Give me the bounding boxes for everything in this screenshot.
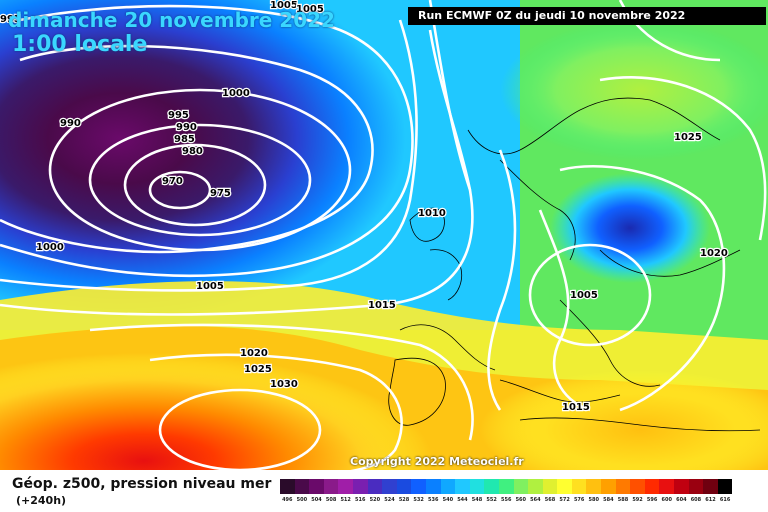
model-run-info: Run ECMWF 0Z du jeudi 10 novembre 2022: [408, 7, 766, 25]
scale-swatch: [717, 479, 733, 494]
scale-value: 532: [413, 497, 424, 503]
scale-value: 528: [398, 497, 410, 503]
scale-swatch: [323, 479, 339, 494]
scale-value: 504: [311, 497, 322, 503]
scale-swatch: [469, 479, 485, 494]
scale-swatch: [280, 479, 295, 494]
coastlines: [388, 97, 761, 432]
legend-title: Géop. z500, pression niveau mer: [12, 476, 272, 492]
isobar-label: 1030: [270, 379, 298, 390]
scale-swatch: [352, 479, 368, 494]
scale-value: 496: [282, 497, 293, 503]
scale-value: 608: [690, 497, 702, 503]
scale-swatch: [513, 479, 529, 494]
isobar-label: 970: [162, 176, 183, 187]
forecast-time-title: 1:00 locale: [12, 32, 148, 57]
copyright-notice: Copyright 2022 Meteociel.fr: [350, 455, 524, 468]
isobar-label: 1000: [222, 88, 250, 99]
isobar-label: 1000: [36, 242, 64, 253]
isobar-label: 1005: [296, 4, 324, 15]
scale-value: 584: [603, 497, 614, 503]
scale-value: 572: [559, 497, 570, 503]
scale-swatch: [703, 479, 718, 494]
scale-swatch: [528, 479, 543, 494]
isobar-label: 995: [0, 14, 21, 25]
scale-value: 544: [457, 497, 468, 503]
isobar-label: 1025: [674, 132, 702, 143]
scale-swatch: [294, 479, 310, 494]
isobar-label: 975: [210, 188, 231, 199]
scale-swatch: [659, 479, 675, 494]
scale-value: 524: [384, 497, 395, 503]
scale-swatch: [542, 479, 558, 494]
color-scale: [280, 479, 733, 494]
scale-swatch: [382, 479, 397, 494]
scale-swatch: [674, 479, 689, 494]
scale-value: 580: [588, 497, 599, 503]
color-scale-labels: 496 500 504 508 512 516 520 524 528 532 536 540 544 5…: [280, 497, 732, 503]
scale-swatch: [586, 479, 602, 494]
scale-value: 548: [471, 497, 483, 503]
scale-swatch: [630, 479, 645, 494]
scale-swatch: [601, 479, 616, 494]
scale-value: 604: [676, 497, 687, 503]
scale-value: 600: [661, 497, 672, 503]
scale-value: 576: [573, 497, 585, 503]
scale-value: 508: [325, 497, 337, 503]
scale-swatch: [338, 479, 353, 494]
scale-value: 596: [646, 497, 658, 503]
scale-swatch: [309, 479, 324, 494]
scale-swatch: [557, 479, 572, 494]
geopotential-map: 1005 1005 1000 995 990 990 985 980 970 9…: [0, 0, 768, 470]
scale-swatch: [440, 479, 456, 494]
scale-value: 556: [500, 497, 512, 503]
isobar-label: 1005: [570, 290, 598, 301]
scale-value: 564: [530, 497, 541, 503]
isobar-label: 1005: [196, 281, 224, 292]
scale-swatch: [571, 479, 587, 494]
scale-value: 560: [515, 497, 527, 503]
isobar-label: 1010: [418, 208, 446, 219]
isobar-label: 1005: [270, 0, 298, 11]
scale-value: 536: [428, 497, 439, 503]
isobar-label: 980: [182, 146, 203, 157]
isobars: [0, 0, 767, 470]
scale-value: 512: [340, 497, 351, 503]
scale-value: 568: [544, 497, 556, 503]
isobar-label: 1015: [368, 300, 396, 311]
scale-swatch: [367, 479, 383, 494]
scale-swatch: [644, 479, 660, 494]
scale-swatch: [455, 479, 470, 494]
isobar-label: 995: [168, 110, 189, 121]
isobar-label: 1020: [700, 248, 728, 259]
isobar-label: 990: [176, 122, 197, 133]
scale-swatch: [484, 479, 499, 494]
scale-swatch: [411, 479, 426, 494]
isobar-label: 1025: [244, 364, 272, 375]
lead-time-label: (+240h): [16, 494, 67, 507]
isobar-label: 990: [60, 118, 81, 129]
scale-value: 552: [486, 497, 497, 503]
isobar-label: 1020: [240, 348, 268, 359]
scale-value: 592: [632, 497, 643, 503]
forecast-date-title: dimanche 20 novembre 2022: [8, 8, 335, 32]
scale-value: 500: [296, 497, 308, 503]
scale-value: 588: [617, 497, 629, 503]
scale-swatch: [396, 479, 412, 494]
scale-swatch: [615, 479, 631, 494]
scale-value: 520: [369, 497, 381, 503]
scale-value: 616: [719, 497, 731, 503]
isobar-label: 1015: [562, 402, 590, 413]
scale-value: 540: [442, 497, 454, 503]
isobar-labels: 1005 1005 1000 995 990 990 985 980 970 9…: [0, 0, 729, 414]
isobar-label: 985: [174, 134, 195, 145]
map-area: 1005 1005 1000 995 990 990 985 980 970 9…: [0, 0, 768, 470]
scale-swatch: [498, 479, 514, 494]
scale-value: 516: [355, 497, 366, 503]
scale-swatch: [688, 479, 704, 494]
scale-value: 612: [705, 497, 716, 503]
scale-swatch: [425, 479, 441, 494]
